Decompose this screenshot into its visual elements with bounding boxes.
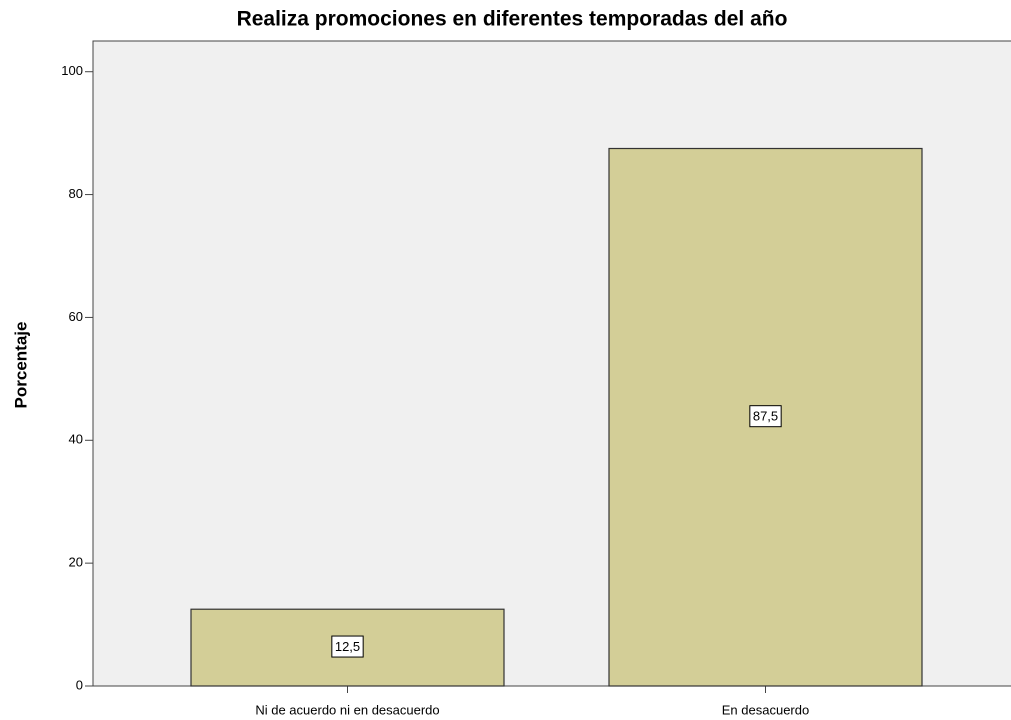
y-tick-label: 0	[76, 677, 83, 692]
x-tick-label: En desacuerdo	[722, 702, 809, 717]
value-label-box	[331, 635, 364, 658]
x-tick-label: Ni de acuerdo ni en desacuerdo	[255, 702, 439, 717]
y-tick-label: 100	[61, 63, 83, 78]
y-tick-label: 80	[69, 186, 83, 201]
y-tick-label: 60	[69, 309, 83, 324]
chart-title: Realiza promociones en diferentes tempor…	[237, 8, 788, 31]
y-tick-label: 20	[69, 555, 83, 570]
y-axis-label: Porcentaje	[11, 322, 30, 409]
y-tick-label: 40	[69, 432, 83, 447]
value-label: 87,5	[753, 409, 778, 424]
value-label-box	[749, 405, 782, 428]
value-label: 12,5	[335, 639, 360, 654]
